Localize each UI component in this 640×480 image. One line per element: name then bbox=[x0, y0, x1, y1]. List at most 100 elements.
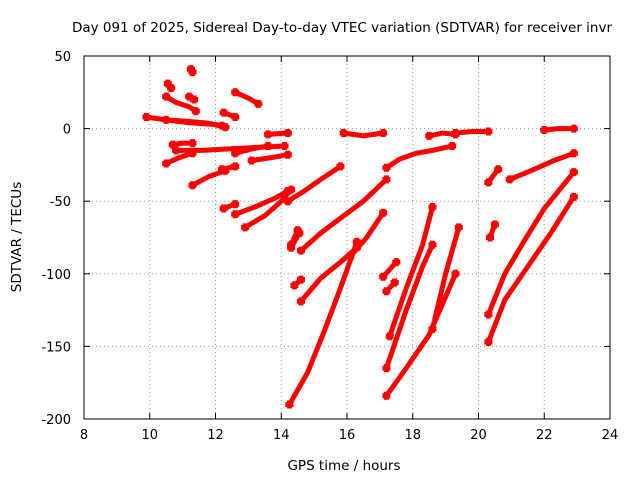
point-marker bbox=[494, 165, 503, 174]
point-marker bbox=[191, 107, 200, 116]
point-marker bbox=[346, 252, 355, 261]
point-marker bbox=[254, 99, 263, 108]
point-marker bbox=[505, 175, 514, 184]
chart-title: Day 091 of 2025, Sidereal Day-to-day VTE… bbox=[72, 20, 612, 36]
series-arc-40 bbox=[486, 170, 576, 316]
point-marker bbox=[283, 150, 292, 159]
point-marker bbox=[484, 310, 493, 319]
y-tick-label: -100 bbox=[41, 268, 71, 283]
point-marker bbox=[425, 131, 434, 140]
series-arc-02 bbox=[165, 117, 226, 130]
point-marker bbox=[190, 95, 199, 104]
y-tick-label: -50 bbox=[50, 195, 71, 210]
point-marker bbox=[490, 220, 499, 229]
series-arc-29 bbox=[385, 143, 453, 170]
point-marker bbox=[162, 159, 171, 168]
point-marker bbox=[188, 181, 197, 190]
point-marker bbox=[339, 128, 348, 137]
series-arc-41 bbox=[486, 195, 576, 343]
point-marker bbox=[287, 185, 296, 194]
x-tick-label: 8 bbox=[80, 428, 88, 443]
point-marker bbox=[285, 400, 294, 409]
point-marker bbox=[382, 364, 391, 373]
point-marker bbox=[379, 128, 388, 137]
point-marker bbox=[336, 162, 345, 171]
point-marker bbox=[221, 123, 230, 132]
point-marker bbox=[379, 272, 388, 281]
point-marker bbox=[283, 197, 292, 206]
point-marker bbox=[162, 115, 171, 124]
series-arc-34 bbox=[384, 272, 458, 398]
point-marker bbox=[379, 208, 388, 217]
y-tick-label: -150 bbox=[41, 340, 71, 355]
point-marker bbox=[484, 178, 493, 187]
point-marker bbox=[569, 124, 578, 133]
point-marker bbox=[428, 203, 437, 212]
point-marker bbox=[188, 67, 197, 76]
point-marker bbox=[540, 126, 549, 135]
point-marker bbox=[352, 237, 361, 246]
point-marker bbox=[142, 112, 151, 121]
series-arc-42 bbox=[508, 150, 575, 182]
point-marker bbox=[486, 233, 495, 242]
point-marker bbox=[188, 139, 197, 148]
point-marker bbox=[293, 226, 302, 235]
series-arc-14 bbox=[234, 143, 269, 156]
point-marker bbox=[296, 275, 305, 284]
x-tick-label: 14 bbox=[273, 428, 290, 443]
series-arc-09 bbox=[165, 150, 194, 166]
point-marker bbox=[162, 92, 171, 101]
point-marker bbox=[231, 200, 240, 209]
point-marker bbox=[219, 108, 228, 117]
point-marker bbox=[231, 149, 240, 158]
point-marker bbox=[172, 146, 181, 155]
point-marker bbox=[264, 130, 273, 139]
point-marker bbox=[390, 278, 399, 287]
point-marker bbox=[290, 281, 299, 290]
point-marker bbox=[231, 162, 240, 171]
series-arc-28 bbox=[348, 211, 386, 259]
point-marker bbox=[569, 149, 578, 158]
gridlines bbox=[84, 56, 610, 419]
point-marker bbox=[454, 223, 463, 232]
point-marker bbox=[264, 142, 273, 151]
point-marker bbox=[569, 192, 578, 201]
data-series bbox=[142, 65, 578, 409]
y-axis-label: SDTVAR / TECUs bbox=[9, 182, 25, 292]
series-arc-27 bbox=[343, 130, 384, 139]
point-marker bbox=[448, 142, 457, 151]
series-arc-36 bbox=[428, 130, 456, 139]
x-tick-label: 22 bbox=[536, 428, 553, 443]
point-marker bbox=[382, 175, 391, 184]
point-marker bbox=[382, 287, 391, 296]
point-marker bbox=[392, 258, 401, 267]
point-marker bbox=[280, 142, 289, 151]
point-marker bbox=[231, 210, 240, 219]
series-arc-21 bbox=[299, 177, 389, 253]
point-marker bbox=[241, 223, 250, 232]
point-marker bbox=[382, 391, 391, 400]
series-arc-32 bbox=[384, 243, 435, 370]
series-arc-33 bbox=[387, 206, 435, 338]
series-arc-19 bbox=[243, 187, 294, 230]
point-marker bbox=[451, 128, 460, 137]
x-axis-label: GPS time / hours bbox=[287, 458, 400, 474]
x-tick-label: 18 bbox=[404, 428, 421, 443]
point-marker bbox=[231, 88, 240, 97]
point-marker bbox=[451, 269, 460, 278]
point-marker bbox=[484, 127, 493, 136]
y-tick-label: 0 bbox=[63, 123, 71, 138]
point-marker bbox=[168, 140, 177, 149]
point-marker bbox=[287, 240, 296, 249]
series-arc-35 bbox=[430, 226, 462, 330]
series-arc-26 bbox=[287, 241, 360, 406]
point-marker bbox=[382, 163, 391, 172]
point-marker bbox=[231, 112, 240, 121]
axis-ticks: 8 10 12 14 16 18 20 22 24 -200 -150 -100 -50 0 50 bbox=[41, 50, 618, 443]
point-marker bbox=[484, 338, 493, 347]
point-marker bbox=[219, 204, 228, 213]
point-marker bbox=[428, 240, 437, 249]
point-marker bbox=[247, 156, 256, 165]
series-arc-15 bbox=[251, 152, 289, 163]
